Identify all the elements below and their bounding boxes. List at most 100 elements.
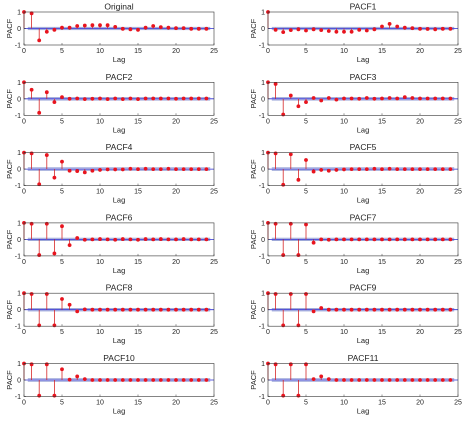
stem-marker (402, 237, 407, 242)
y-tick-label: 1 (261, 10, 265, 17)
x-tick-label: 10 (96, 400, 104, 407)
stem-marker (296, 393, 301, 398)
x-tick-label: 20 (416, 189, 424, 196)
x-axis-label: Lag (357, 125, 370, 134)
stem-marker (44, 362, 49, 367)
stem-marker (174, 378, 178, 382)
stem-marker (296, 104, 301, 109)
stem-marker (319, 374, 324, 379)
stem-marker (52, 393, 57, 398)
stem-marker (357, 27, 362, 32)
stem-marker (433, 167, 438, 172)
y-tick-label: 1 (261, 150, 265, 157)
subplot-title: Original (104, 2, 133, 12)
stem-marker (120, 167, 125, 172)
stem-marker (349, 29, 354, 34)
x-tick-label: 10 (96, 259, 104, 266)
stem-marker (166, 166, 171, 171)
stem-marker (372, 27, 377, 32)
stem-marker (151, 24, 156, 28)
stem-marker (304, 362, 308, 367)
stem-marker (304, 292, 308, 296)
x-tick-label: 20 (172, 329, 180, 336)
y-tick-label: 1 (17, 80, 21, 87)
y-tick-label: 1 (17, 291, 21, 298)
x-tick-label: 0 (266, 329, 270, 336)
stem-marker (296, 177, 301, 182)
y-tick-label: 0 (261, 167, 265, 174)
stem-marker (166, 96, 171, 101)
stem-marker (120, 307, 125, 312)
stem-marker (158, 307, 163, 312)
stem-marker (311, 169, 316, 174)
stem-marker (342, 29, 346, 34)
x-tick-label: 5 (304, 189, 308, 196)
x-tick-label: 0 (22, 189, 26, 196)
stem-marker (189, 96, 194, 101)
subplot-title: PACF5 (350, 142, 377, 152)
stem-marker (380, 307, 384, 312)
x-axis-label: Lag (113, 336, 126, 345)
stem-marker (82, 97, 87, 102)
x-tick-label: 5 (304, 118, 308, 125)
stem-marker (75, 236, 80, 240)
stem-marker (319, 306, 324, 310)
stem-marker (273, 82, 278, 86)
stem-marker (52, 175, 57, 180)
stem-marker (372, 378, 377, 382)
stem-marker (29, 87, 34, 92)
stem-marker (158, 378, 163, 382)
stem-marker (326, 168, 331, 173)
stem-marker (326, 96, 331, 100)
stem-marker (75, 309, 80, 314)
y-tick-label: 0 (17, 307, 21, 314)
x-tick-label: 15 (378, 400, 386, 407)
stem-marker (113, 96, 118, 101)
stem-marker (44, 29, 49, 34)
stem-marker (75, 24, 80, 28)
stem-marker (90, 168, 95, 173)
stem-marker (166, 378, 171, 382)
stem-marker (364, 167, 369, 172)
x-tick-label: 0 (22, 118, 26, 125)
stem-marker (402, 378, 407, 382)
x-tick-label: 25 (454, 48, 462, 55)
x-tick-label: 15 (134, 189, 142, 196)
x-tick-label: 20 (172, 259, 180, 266)
stem-marker (44, 221, 49, 226)
stem-marker (82, 377, 87, 382)
stem-marker (395, 307, 400, 312)
stem-marker (448, 307, 453, 312)
stem-marker (75, 169, 80, 173)
stem-marker (60, 159, 64, 164)
x-tick-label: 0 (22, 329, 26, 336)
y-tick-label: 1 (17, 10, 21, 17)
stem-marker (98, 237, 102, 241)
stem-marker (319, 28, 324, 33)
x-tick-label: 0 (22, 259, 26, 266)
stem-marker (98, 96, 102, 101)
stem-marker (128, 27, 133, 32)
x-tick-label: 5 (60, 400, 64, 407)
x-tick-label: 10 (340, 329, 348, 336)
x-tick-label: 5 (304, 400, 308, 407)
stem-marker (151, 307, 156, 312)
x-tick-label: 10 (96, 329, 104, 336)
stem-marker (181, 167, 186, 172)
stem-marker (418, 167, 422, 172)
y-tick-label: -1 (259, 324, 265, 331)
stem-marker (128, 166, 133, 171)
stem-marker (319, 237, 324, 242)
stem-marker (387, 96, 392, 100)
y-axis-label: PACF (249, 229, 258, 249)
stem-marker (380, 237, 384, 242)
stem-marker (418, 378, 422, 382)
stem-marker (296, 323, 301, 328)
stem-marker (418, 237, 422, 242)
x-tick-label: 10 (340, 118, 348, 125)
stem-marker (67, 96, 72, 101)
x-tick-label: 10 (340, 259, 348, 266)
stem-marker (433, 237, 438, 242)
